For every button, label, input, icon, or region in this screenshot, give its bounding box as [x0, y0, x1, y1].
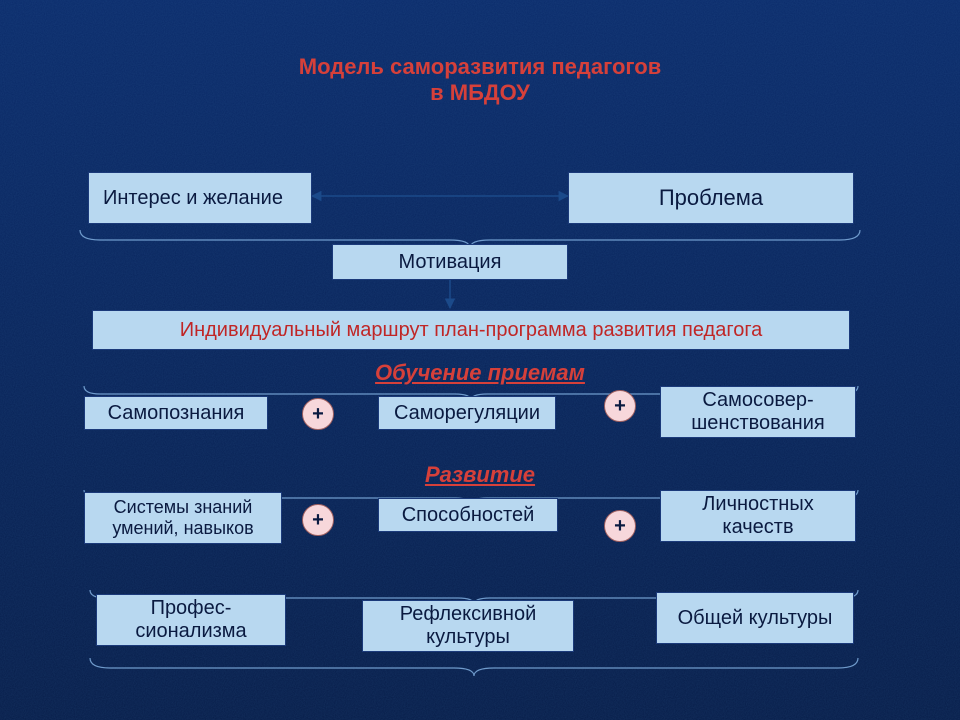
plus-connector-2: +	[302, 504, 334, 536]
box-route: Индивидуальный маршрут план-программа ра…	[92, 310, 850, 350]
diagram-stage: Модель саморазвития педагоговв МБДОУ Инте…	[0, 0, 960, 720]
box-prof: Профес-сионализма	[96, 594, 286, 646]
box-self_know: Самопознания	[84, 396, 268, 430]
plus-connector-0: +	[302, 398, 334, 430]
box-reflex: Рефлексивной культуры	[362, 600, 574, 652]
box-problem: Проблема	[568, 172, 854, 224]
subheading-develop: Развитие	[0, 462, 960, 488]
box-motivation: Мотивация	[332, 244, 568, 280]
title-line2: в МБДОУ	[0, 80, 960, 106]
box-personal: Личностных качеств	[660, 490, 856, 542]
plus-connector-3: +	[604, 510, 636, 542]
box-abilities: Способностей	[378, 498, 558, 532]
box-sys_knowl: Системы знаний умений, навыков	[84, 492, 282, 544]
box-culture: Общей культуры	[656, 592, 854, 644]
subheading-training: Обучение приемам	[0, 360, 960, 386]
content-layer: Модель саморазвития педагоговв МБДОУ Инте…	[0, 0, 960, 720]
title-line1: Модель саморазвития педагогов	[0, 54, 960, 80]
box-interest: Интерес и желание	[88, 172, 312, 224]
box-self_reg: Саморегуляции	[378, 396, 556, 430]
plus-connector-1: +	[604, 390, 636, 422]
box-self_imp: Самосовер-шенствования	[660, 386, 856, 438]
